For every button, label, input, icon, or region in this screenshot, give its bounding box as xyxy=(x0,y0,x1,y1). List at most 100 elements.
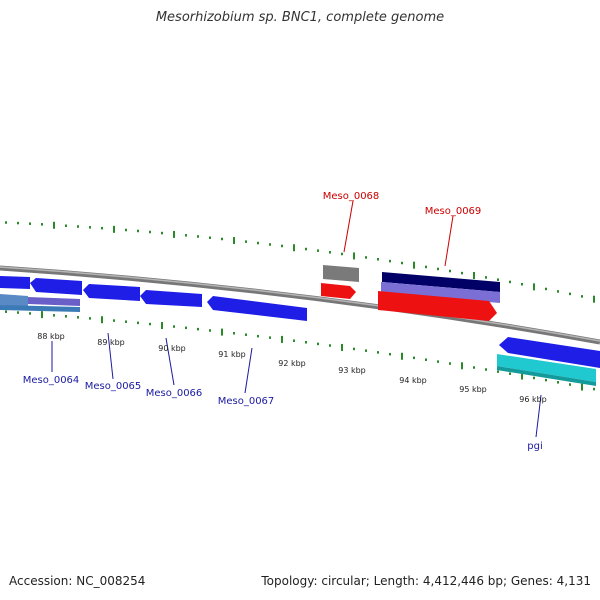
gene-feature-pgi-teal[interactable] xyxy=(497,366,596,386)
leader-meso-0069 xyxy=(444,215,454,267)
minor-tick xyxy=(341,252,343,256)
minor-tick xyxy=(17,311,19,314)
minor-tick xyxy=(161,231,163,235)
minor-tick xyxy=(569,292,571,296)
minor-tick xyxy=(41,223,43,226)
minor-tick xyxy=(557,290,559,293)
minor-tick xyxy=(65,224,67,227)
genome-backbone xyxy=(0,265,600,345)
major-tick xyxy=(593,295,595,303)
scale-label: 91 kbp xyxy=(218,350,246,359)
gene-feature-pgi-cyan[interactable] xyxy=(497,354,596,382)
minor-tick xyxy=(545,287,547,291)
minor-tick xyxy=(137,321,139,325)
minor-tick xyxy=(197,327,199,331)
leader-meso-0068 xyxy=(343,200,354,253)
gene-feature-meso-0069-navy[interactable] xyxy=(382,272,500,292)
minor-tick xyxy=(449,362,451,365)
minor-tick xyxy=(233,332,235,335)
minor-tick xyxy=(125,228,127,232)
gene-label-meso-0067[interactable]: Meso_0067 xyxy=(218,396,275,407)
minor-tick xyxy=(101,226,103,230)
minor-tick xyxy=(125,320,127,323)
gene-feature-meso-0064[interactable] xyxy=(30,278,82,295)
major-tick xyxy=(101,316,103,324)
minor-tick xyxy=(113,319,115,322)
minor-tick xyxy=(413,356,415,360)
minor-tick xyxy=(389,259,391,263)
minor-tick xyxy=(209,236,211,239)
gene-feature-lavender-left[interactable] xyxy=(28,297,80,306)
leader-pgi xyxy=(535,394,542,438)
minor-tick xyxy=(557,381,559,384)
major-tick xyxy=(533,283,535,291)
minor-tick xyxy=(329,344,331,347)
gene-feature-meso-0066[interactable] xyxy=(140,290,202,307)
major-tick xyxy=(281,335,283,343)
minor-tick xyxy=(521,282,523,286)
gene-feature-pgi[interactable] xyxy=(499,337,600,368)
genome-backbone-highlight xyxy=(0,266,600,342)
minor-tick xyxy=(425,358,427,361)
gene-feature-meso-0067[interactable] xyxy=(207,296,307,321)
gene-feature-meso-0069-lavender[interactable] xyxy=(381,282,500,303)
gene-feature-teal-left[interactable] xyxy=(0,305,80,312)
scale-label: 89 kbp xyxy=(97,338,125,347)
gene-label-meso-0065[interactable]: Meso_0065 xyxy=(85,381,142,392)
minor-tick xyxy=(365,256,367,259)
gene-feature-meso-0069[interactable] xyxy=(378,291,497,321)
minor-tick xyxy=(329,251,331,254)
minor-tick xyxy=(353,347,355,351)
major-tick xyxy=(53,221,55,229)
minor-tick xyxy=(257,334,259,338)
minor-tick xyxy=(257,241,259,245)
gene-label-pgi[interactable]: pgi xyxy=(527,441,542,452)
minor-tick xyxy=(485,276,487,279)
minor-tick xyxy=(29,312,31,315)
minor-tick xyxy=(173,325,175,328)
minor-tick xyxy=(269,243,271,246)
gene-feature-steel-left[interactable] xyxy=(0,294,28,307)
inner-tick-ring xyxy=(5,310,595,391)
minor-tick xyxy=(293,339,295,342)
minor-tick xyxy=(185,234,187,237)
minor-tick xyxy=(281,244,283,248)
scale-label: 95 kbp xyxy=(459,385,487,394)
leader-meso-0067 xyxy=(244,347,253,394)
minor-tick xyxy=(185,326,187,330)
minor-tick xyxy=(269,336,271,339)
minor-tick xyxy=(5,310,7,313)
minor-tick xyxy=(5,221,7,224)
minor-tick xyxy=(593,387,595,391)
minor-tick xyxy=(137,229,139,233)
major-tick xyxy=(41,311,43,319)
major-tick xyxy=(353,252,355,260)
gene-label-meso-0068[interactable]: Meso_0068 xyxy=(323,191,380,202)
genome-summary-text: Topology: circular; Length: 4,412,446 bp… xyxy=(261,574,591,588)
minor-tick xyxy=(449,269,451,273)
gene-feature-meso-0065[interactable] xyxy=(83,284,140,301)
minor-tick xyxy=(77,225,79,228)
gene-label-meso-0066[interactable]: Meso_0066 xyxy=(146,388,203,399)
minor-tick xyxy=(89,317,91,320)
minor-tick xyxy=(221,237,223,241)
minor-tick xyxy=(317,249,319,252)
minor-tick xyxy=(473,366,475,369)
gene-feature-meso-0068-gray[interactable] xyxy=(323,265,359,282)
minor-tick xyxy=(377,258,379,261)
major-tick xyxy=(233,237,235,245)
minor-tick xyxy=(437,267,439,271)
minor-tick xyxy=(497,370,499,373)
minor-tick xyxy=(305,341,307,344)
gene-label-meso-0064[interactable]: Meso_0064 xyxy=(23,375,80,386)
gene-label-meso-0069[interactable]: Meso_0069 xyxy=(425,206,482,217)
major-tick xyxy=(521,372,523,380)
gene-feature-partial-left[interactable] xyxy=(0,276,30,289)
minor-tick xyxy=(569,383,571,386)
gene-feature-meso-0068[interactable] xyxy=(321,283,356,299)
outer-tick-ring xyxy=(5,221,595,303)
major-tick xyxy=(413,261,415,269)
minor-tick xyxy=(533,376,535,380)
leader-meso-0065 xyxy=(107,332,114,380)
